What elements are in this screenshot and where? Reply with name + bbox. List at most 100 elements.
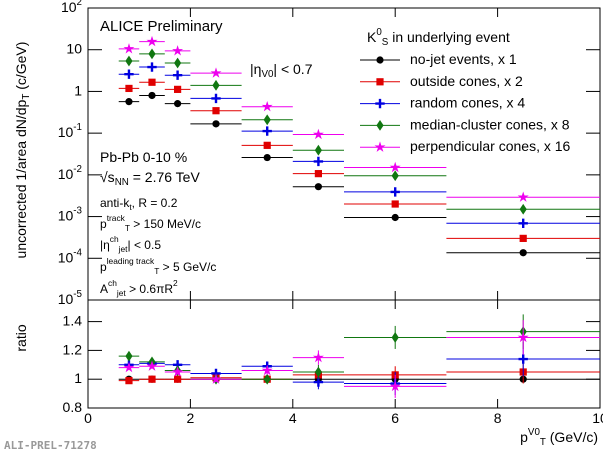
annotation: √sNN = 2.76 TeV bbox=[100, 169, 200, 188]
marker bbox=[314, 366, 322, 378]
marker bbox=[123, 43, 135, 54]
marker bbox=[261, 364, 273, 376]
marker bbox=[517, 331, 529, 343]
legend-title: K0S in underlying event bbox=[367, 27, 510, 48]
y-tick-label: 10-5 bbox=[58, 289, 83, 307]
marker bbox=[314, 170, 322, 178]
marker bbox=[148, 375, 156, 383]
marker bbox=[261, 101, 273, 112]
marker bbox=[210, 67, 222, 78]
x-tick-label: 0 bbox=[84, 410, 92, 426]
y-axis-title: uncorrected 1/area dN/dpT (c/GeV) bbox=[13, 42, 32, 259]
annotation: Pb-Pb 0-10 % bbox=[100, 149, 187, 165]
y-tick-label: 1 bbox=[74, 82, 82, 98]
marker bbox=[210, 373, 222, 384]
x-tick-label: 10 bbox=[592, 410, 603, 426]
marker bbox=[172, 45, 184, 56]
marker bbox=[390, 187, 400, 197]
marker bbox=[262, 126, 272, 136]
marker bbox=[172, 70, 183, 80]
marker bbox=[148, 91, 156, 100]
y-tick-label: 10-1 bbox=[58, 122, 82, 140]
marker bbox=[125, 377, 133, 385]
marker bbox=[123, 361, 135, 373]
x-tick-label: 6 bbox=[391, 410, 399, 426]
marker bbox=[391, 200, 399, 208]
y-tick-label: 0.8 bbox=[63, 399, 83, 415]
legend-label: median-cluster cones, x 8 bbox=[410, 116, 570, 132]
marker bbox=[376, 78, 384, 86]
y-tick-label: 1 bbox=[74, 370, 82, 386]
marker bbox=[517, 191, 529, 202]
annotation: ptrackT > 150 MeV/c bbox=[100, 213, 201, 233]
marker bbox=[519, 234, 527, 242]
marker bbox=[389, 380, 401, 392]
marker bbox=[172, 366, 184, 377]
legend-label: perpendicular cones, x 16 bbox=[410, 138, 571, 154]
legend-label: random cones, x 4 bbox=[410, 94, 525, 110]
marker bbox=[174, 100, 182, 108]
annotation: pleading trackT > 5 GeV/c bbox=[100, 256, 216, 276]
chart-title: ALICE Preliminary bbox=[100, 18, 223, 35]
marker bbox=[212, 107, 220, 115]
marker bbox=[174, 375, 182, 383]
marker bbox=[263, 141, 271, 149]
x-tick-label: 4 bbox=[289, 410, 297, 426]
marker bbox=[125, 84, 133, 93]
marker bbox=[376, 120, 384, 131]
legend-label: no-jet events, x 1 bbox=[410, 51, 517, 67]
marker bbox=[148, 48, 156, 60]
bottom-frame bbox=[87, 299, 601, 409]
marker bbox=[146, 360, 158, 371]
marker bbox=[125, 98, 133, 106]
marker bbox=[212, 120, 220, 128]
x-tick-label: 8 bbox=[494, 410, 502, 426]
marker bbox=[263, 153, 271, 162]
annotation: anti-kt, R = 0.2 bbox=[100, 196, 178, 212]
y-tick-label: 10-3 bbox=[58, 205, 83, 223]
marker bbox=[314, 183, 322, 191]
marker bbox=[391, 213, 399, 222]
annotation: |ηV0| < 0.7 bbox=[250, 61, 313, 80]
marker bbox=[519, 249, 527, 257]
marker bbox=[211, 93, 221, 104]
marker bbox=[148, 78, 156, 86]
marker bbox=[263, 114, 271, 126]
marker bbox=[263, 373, 271, 385]
legend-label: outside cones, x 2 bbox=[410, 73, 523, 89]
marker bbox=[518, 218, 528, 228]
x-tick-label: 2 bbox=[187, 410, 195, 426]
annotation: Achjet > 0.6πR2 bbox=[100, 278, 178, 298]
footer: ALI-PREL-71278 bbox=[4, 439, 97, 452]
y-tick-label: 10-2 bbox=[58, 163, 82, 181]
marker bbox=[312, 128, 324, 140]
marker bbox=[518, 354, 528, 364]
y-tick-label: 10-4 bbox=[58, 247, 83, 265]
x-axis-title: pV0T (GeV/c) bbox=[520, 427, 598, 448]
marker bbox=[124, 69, 134, 79]
marker bbox=[519, 203, 527, 215]
marker bbox=[312, 351, 324, 363]
marker bbox=[212, 79, 220, 91]
marker bbox=[313, 156, 324, 167]
marker bbox=[125, 55, 133, 67]
annotation: |ηchjet| < 0.5 bbox=[100, 234, 161, 254]
y-tick-label: 10 bbox=[66, 40, 82, 56]
marker bbox=[376, 56, 384, 64]
ratio-axis-title: ratio bbox=[13, 324, 29, 351]
marker bbox=[391, 170, 399, 182]
marker bbox=[147, 62, 157, 72]
y-tick-label: 102 bbox=[61, 0, 82, 15]
y-tick-label: 1.4 bbox=[63, 312, 83, 328]
marker bbox=[391, 332, 399, 343]
marker bbox=[374, 141, 386, 152]
marker bbox=[314, 144, 322, 156]
marker bbox=[174, 85, 182, 93]
y-tick-label: 1.2 bbox=[63, 341, 83, 357]
marker bbox=[375, 98, 385, 109]
marker bbox=[146, 35, 158, 47]
marker bbox=[174, 57, 182, 69]
marker bbox=[125, 350, 133, 362]
marker bbox=[389, 161, 401, 173]
